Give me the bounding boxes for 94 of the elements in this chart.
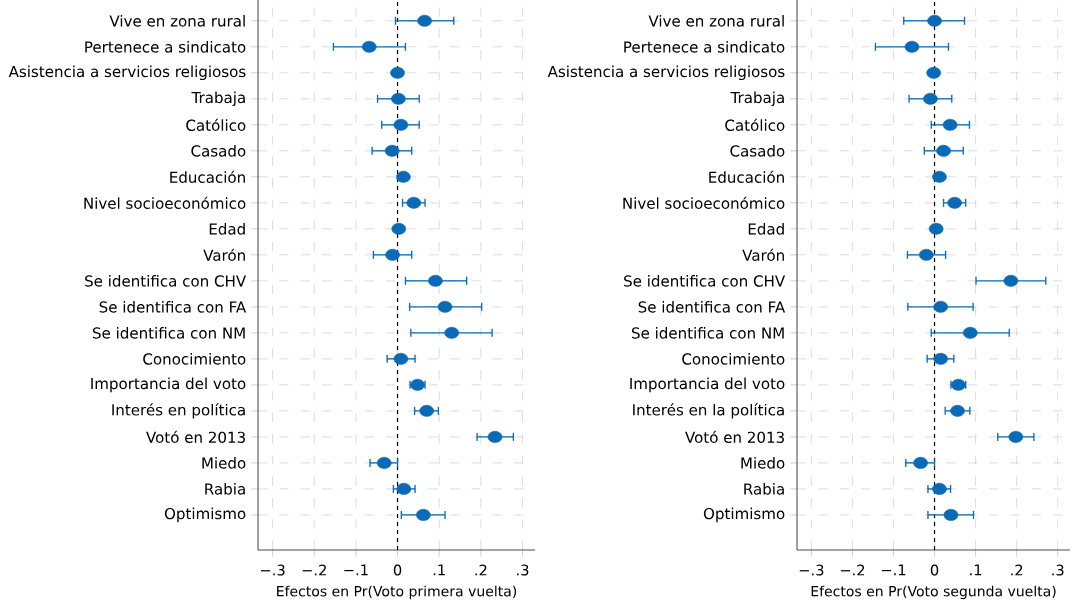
y-tick-label: Interés en la política: [633, 403, 784, 419]
point: [923, 92, 938, 105]
point: [416, 509, 431, 521]
y-tick-label: Rabia: [744, 483, 784, 495]
point: [376, 457, 392, 469]
point: [943, 509, 959, 521]
point: [947, 196, 962, 209]
point: [396, 170, 411, 183]
y-tick-label: Pertenece a sindicato: [85, 40, 246, 53]
x-tick-label: 0: [930, 564, 939, 576]
y-tick-label: Optimismo: [703, 507, 785, 523]
point: [437, 300, 453, 313]
y-tick-label: Edad: [748, 223, 784, 235]
y-tick-label: Rabia: [205, 483, 245, 495]
y-tick-label: Votó en 2013: [685, 430, 784, 444]
point: [361, 40, 377, 53]
y-tick-label: Se identifica con NM: [92, 327, 245, 339]
x-tick-label: 0: [393, 564, 402, 576]
point: [391, 222, 407, 235]
x-tick-label: .2: [475, 564, 487, 576]
y-tick-label: Interés en política: [112, 403, 245, 419]
point: [904, 40, 920, 53]
point: [391, 92, 406, 105]
x-axis-title: Efectos en Pr(Voto primera vuelta): [277, 585, 517, 600]
y-tick-label: Miedo: [741, 457, 785, 469]
y-tick-label: Optimismo: [164, 507, 246, 523]
y-tick-label: Católico: [186, 118, 246, 131]
x-tick-label: .2: [1011, 564, 1023, 576]
point: [390, 66, 405, 79]
y-tick-label: Se identifica con CHV: [624, 275, 786, 287]
y-tick-label: Educación: [709, 170, 784, 183]
point: [942, 118, 958, 131]
point: [927, 14, 942, 27]
y-tick-label: Varón: [203, 248, 245, 261]
point: [396, 483, 412, 495]
y-tick-label: Nivel socioeconómico: [84, 196, 246, 209]
y-tick-label: Vive en zona rural: [109, 14, 245, 27]
point: [419, 405, 434, 417]
point: [962, 326, 978, 339]
y-tick-label: Casado: [191, 145, 246, 157]
point: [487, 431, 503, 443]
y-tick-label: Importancia del voto: [91, 377, 246, 393]
y-tick-label: Edad: [209, 223, 245, 235]
point: [385, 248, 400, 261]
point: [932, 483, 947, 495]
y-tick-label: Casado: [730, 145, 785, 157]
y-tick-label: Varón: [742, 248, 784, 261]
point: [444, 326, 459, 339]
y-tick-label: Trabaja: [730, 91, 784, 107]
x-tick-label: −.3: [799, 564, 824, 576]
x-axis-title: Efectos en Pr(Voto segunda vuelta): [811, 585, 1056, 600]
y-tick-label: Católico: [725, 118, 785, 131]
x-tick-label: −.1: [344, 564, 368, 576]
y-tick-label: Asistencia a servicios religiosos: [547, 65, 785, 81]
y-tick-label: Votó en 2013: [146, 430, 245, 444]
y-tick-label: Se identifica con FA: [638, 301, 786, 313]
point: [913, 457, 928, 469]
point: [933, 300, 948, 313]
point: [950, 405, 965, 417]
y-tick-label: Conocimiento: [143, 353, 246, 365]
x-tick-label: −.1: [881, 564, 906, 576]
y-tick-label: Trabaja: [191, 91, 245, 107]
x-tick-label: −.2: [840, 564, 865, 576]
x-tick-label: −.2: [302, 564, 326, 576]
point: [936, 144, 951, 157]
y-tick-label: Nivel socioeconómico: [623, 196, 785, 209]
point: [926, 66, 941, 79]
point: [428, 274, 443, 287]
point: [932, 170, 947, 183]
point: [919, 248, 934, 261]
y-tick-label: Se identifica con FA: [99, 301, 247, 313]
point: [1003, 274, 1019, 287]
y-tick-label: Asistencia a servicios religiosos: [8, 65, 246, 81]
point: [384, 144, 400, 157]
x-tick-label: .3: [1052, 564, 1064, 576]
y-tick-label: Importancia del voto: [630, 377, 785, 393]
x-tick-label: .3: [517, 564, 529, 576]
y-tick-label: Educación: [170, 170, 245, 183]
y-tick-label: Vive en zona rural: [648, 14, 784, 27]
x-tick-label: .1: [970, 564, 982, 576]
y-tick-label: Miedo: [202, 457, 246, 469]
point: [928, 222, 944, 235]
x-tick-label: .1: [433, 564, 445, 576]
point: [933, 352, 948, 365]
y-tick-label: Pertenece a sindicato: [624, 40, 785, 53]
point: [393, 352, 409, 365]
y-tick-label: Se identifica con CHV: [85, 275, 247, 287]
point: [406, 196, 422, 209]
point: [1008, 431, 1024, 443]
y-tick-label: Se identifica con NM: [631, 327, 784, 339]
point: [417, 14, 432, 27]
x-tick-label: −.3: [260, 564, 285, 576]
point: [393, 118, 409, 131]
y-tick-label: Conocimiento: [682, 353, 785, 365]
